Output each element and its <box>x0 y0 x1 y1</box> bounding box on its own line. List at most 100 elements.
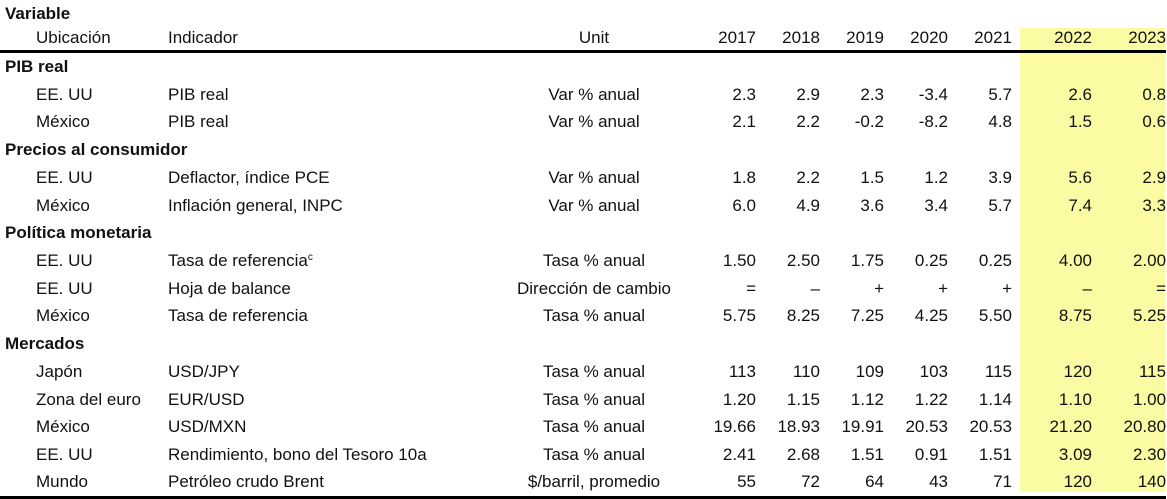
header-year: 2019 <box>823 26 887 53</box>
cell-value: 71 <box>951 468 1015 499</box>
cell-value: 0.8 <box>1142 84 1167 104</box>
cell-unit: Dirección de cambio <box>516 278 671 298</box>
table-row: México USD/MXN Tasa % anual 19.66 18.93 19.91… <box>0 413 1166 441</box>
cell-value: -3.4 <box>918 84 948 104</box>
cell-value: 1.5 <box>1068 112 1092 132</box>
cell-ubicacion: México <box>36 112 90 132</box>
cell-value: 115 <box>984 361 1012 381</box>
header-year: 2018 <box>759 26 823 53</box>
table-row: EE. UU Hoja de balance Dirección de cambio… <box>0 275 1166 303</box>
indicador-label: Tasa de referencia <box>168 251 308 271</box>
cell-indicador: Petróleo crudo Brent <box>168 468 498 499</box>
header-year: 2020 <box>887 26 951 53</box>
cell-ubicacion: EE. UU <box>36 84 93 104</box>
section-row: PIB real <box>0 52 1166 82</box>
indicador-label: Deflactor, índice PCE <box>168 167 330 187</box>
cell-indicador: Deflactor, índice PCE <box>168 164 498 192</box>
indicador-label: Rendimiento, bono del Tesoro 10a <box>168 444 427 464</box>
table-row: Zona del euro EUR/USD Tasa % anual 1.20 1.15… <box>0 386 1166 414</box>
cell-value: 4.25 <box>914 306 948 326</box>
cell-value: 64 <box>823 468 887 499</box>
cell-indicador: PIB real <box>168 81 498 109</box>
cell-value: + <box>874 278 884 298</box>
cell-value: 0.25 <box>978 251 1012 271</box>
header-unit: Unit <box>498 26 690 53</box>
header-year: 2022 <box>1015 26 1095 53</box>
cell-unit: Tasa % anual <box>542 251 646 271</box>
cell-value: 115 <box>1138 361 1167 381</box>
cell-indicador: Tasa de referencia <box>168 303 498 331</box>
cell-value: 2.68 <box>786 444 820 464</box>
cell-value: 21.20 <box>1049 417 1092 437</box>
indicador-label: PIB real <box>168 84 229 104</box>
cell-value: 1.12 <box>850 389 884 409</box>
cell-value: 20.53 <box>905 417 948 437</box>
cell-value: 1.10 <box>1058 389 1092 409</box>
cell-ubicacion: Mundo <box>0 468 168 499</box>
table-row: México Inflación general, INPC Var % anual… <box>0 192 1166 220</box>
cell-value: 43 <box>887 468 951 499</box>
cell-value: 1.50 <box>722 251 756 271</box>
cell-indicador: Inflación general, INPC <box>168 192 498 220</box>
section-row: Mercados <box>0 330 1166 358</box>
cell-value: 5.50 <box>978 306 1012 326</box>
cell-value: 0.6 <box>1142 112 1167 132</box>
cell-indicador: Rendimiento, bono del Tesoro 10a <box>168 441 498 469</box>
header-ubicacion: Ubicación <box>0 26 168 53</box>
table-row: Japón USD/JPY Tasa % anual 113 110 109 103 115 1… <box>0 358 1166 386</box>
cell-ubicacion: México <box>36 417 90 437</box>
footnote-marker: c <box>307 252 313 264</box>
section-row: Precios al consumidor <box>0 136 1166 164</box>
cell-value: 1.20 <box>722 389 756 409</box>
cell-ubicacion: Japón <box>36 361 83 381</box>
cell-value: + <box>938 278 948 298</box>
cell-unit: Tasa % anual <box>542 306 646 326</box>
cell-ubicacion: EE. UU <box>36 167 93 187</box>
cell-value: -0.2 <box>854 112 884 132</box>
cell-value: 4.00 <box>1058 251 1092 271</box>
cell-value: 1.51 <box>850 444 884 464</box>
cell-value: 72 <box>759 468 823 499</box>
cell-value: 19.91 <box>841 417 884 437</box>
cell-unit: Var % anual <box>548 112 640 132</box>
cell-value: 3.6 <box>860 195 884 215</box>
cell-ubicacion: EE. UU <box>36 444 93 464</box>
cell-unit: Var % anual <box>548 195 640 215</box>
section-title: Política monetaria <box>5 223 152 243</box>
cell-value: 5.6 <box>1068 167 1092 187</box>
indicador-label: Petróleo crudo Brent <box>168 472 324 492</box>
cell-unit: Var % anual <box>548 167 640 187</box>
cell-value: -8.2 <box>918 112 948 132</box>
cell-value: 2.9 <box>796 84 820 104</box>
cell-value: 103 <box>919 361 948 381</box>
cell-value: 19.66 <box>713 417 756 437</box>
cell-value: = <box>1156 278 1167 298</box>
cell-value: 1.2 <box>924 167 948 187</box>
cell-value: 2.50 <box>786 251 820 271</box>
cell-unit: Tasa % anual <box>542 417 646 437</box>
cell-value: 7.25 <box>850 306 884 326</box>
cell-value: 1.51 <box>978 444 1012 464</box>
cell-ubicacion: Zona del euro <box>36 389 141 409</box>
cell-ubicacion: EE. UU <box>36 278 93 298</box>
cell-value: 7.4 <box>1068 195 1092 215</box>
cell-value: 140 <box>1095 468 1167 499</box>
cell-value: – <box>1082 278 1092 298</box>
cell-value: 5.7 <box>988 84 1012 104</box>
table-row: Mundo Petróleo crudo Brent $/barril, prome… <box>0 468 1167 499</box>
cell-indicador: EUR/USD <box>168 386 498 414</box>
table-row: EE. UU PIB real Var % anual 2.3 2.9 2.3 -3.4 5.… <box>0 81 1166 109</box>
cell-value: 2.30 <box>1132 444 1167 464</box>
cell-value: 5.7 <box>988 195 1012 215</box>
cell-value: 2.6 <box>1068 84 1092 104</box>
table-row: México PIB real Var % anual 2.1 2.2 -0.2 -8.2 4… <box>0 109 1166 137</box>
cell-value: 8.25 <box>786 306 820 326</box>
cell-value: 20.80 <box>1123 417 1167 437</box>
indicador-label: Tasa de referencia <box>168 306 308 326</box>
indicador-label: USD/JPY <box>168 361 240 381</box>
cell-value: 1.14 <box>978 389 1012 409</box>
table-row: México Tasa de referencia Tasa % anual 5.75… <box>0 303 1166 331</box>
cell-value: 1.75 <box>850 251 884 271</box>
